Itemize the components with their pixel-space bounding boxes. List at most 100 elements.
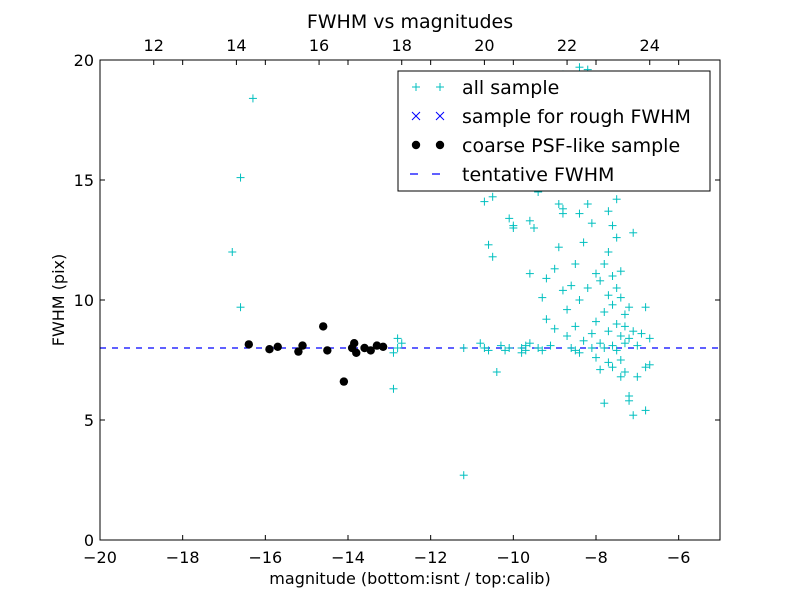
all-sample-point [534, 344, 543, 352]
legend: all sample sample for rough FWHM coarse PS… [397, 70, 711, 192]
all-sample-point [587, 329, 596, 338]
all-sample-point [629, 411, 638, 420]
x-tick-label: −14 [331, 548, 365, 567]
all-sample-point [604, 291, 613, 300]
legend-entry: coarse PSF-like sample [411, 135, 680, 157]
y-tick-label: 20 [74, 51, 94, 70]
all-sample-point [604, 248, 613, 256]
all-sample-point [592, 353, 600, 362]
all-sample-point [612, 195, 621, 204]
all-sample-point [393, 344, 402, 352]
all-sample-point [629, 327, 638, 336]
all-sample-point [248, 94, 257, 103]
all-sample-point [600, 399, 609, 408]
psf-like-point [350, 339, 359, 348]
all-sample-point [393, 334, 402, 343]
all-sample-point [600, 344, 609, 352]
all-sample-point [596, 339, 605, 348]
all-sample-point [530, 224, 538, 232]
legend-entry: tentative FWHM [410, 164, 614, 186]
all-sample-point [484, 240, 493, 249]
y-tick-label: 0 [84, 531, 94, 550]
all-sample-point [641, 303, 650, 312]
all-sample-point [645, 360, 654, 369]
all-sample-point [505, 214, 514, 223]
psf-like-point [352, 348, 361, 357]
all-sample-point [575, 348, 584, 357]
all-sample-point [501, 346, 510, 355]
all-sample-point [637, 329, 646, 338]
all-sample-point [616, 356, 625, 364]
all-sample-point [620, 322, 629, 331]
all-sample-point [575, 63, 584, 72]
all-sample-point [608, 363, 617, 372]
data-marks [228, 63, 654, 480]
all-sample-point [612, 320, 621, 328]
y-tick-label: 10 [74, 291, 94, 310]
all-sample-point [641, 406, 650, 415]
all-sample-point [236, 173, 245, 182]
all-sample-point [505, 344, 514, 352]
all-sample-point [563, 305, 572, 314]
x-tick-label: −8 [584, 548, 608, 567]
all-sample-point [558, 204, 567, 213]
legend-x-marker [411, 111, 421, 121]
all-sample-point [575, 296, 584, 304]
x-axis-label: magnitude (bottom:isnt / top:calib) [269, 569, 550, 588]
all-sample-point [620, 310, 629, 319]
y-tick-label: 5 [84, 411, 94, 430]
top-x-tick-label: 14 [226, 36, 246, 55]
all-sample-point [492, 368, 501, 376]
top-x-tick-label: 16 [309, 36, 329, 55]
all-sample-point [480, 344, 489, 352]
all-sample-point [625, 303, 634, 312]
x-tick-label: −10 [496, 548, 530, 567]
all-sample-point [521, 346, 530, 355]
all-sample-point [571, 260, 580, 268]
all-sample-point [397, 339, 406, 348]
all-sample-point [608, 341, 617, 350]
psf-like-point [339, 377, 349, 386]
psf-like-point [378, 342, 388, 351]
all-sample-point [579, 238, 588, 247]
all-sample-point [542, 274, 551, 283]
all-sample-point [554, 243, 563, 252]
x-tick-label: −20 [83, 548, 117, 567]
all-sample-point [550, 264, 559, 273]
psf-like-point [294, 347, 303, 356]
all-sample-point [554, 200, 563, 208]
legend-label: sample for rough FWHM [462, 106, 691, 128]
all-sample-point [608, 300, 617, 309]
legend-dot-marker [411, 140, 421, 150]
all-sample-point [616, 332, 625, 340]
all-sample-point [459, 344, 468, 352]
x-tick-label: −18 [166, 548, 200, 567]
axes: −20 −18 −16 −14 −12 −10 −8 −6 0 5 10 15 20 12 14 16 18 20… [74, 36, 720, 567]
legend-box [397, 70, 711, 192]
all-sample-point [538, 346, 547, 355]
x-tick-label: −6 [667, 548, 691, 567]
all-sample-point [625, 334, 634, 343]
legend-x-marker [435, 111, 445, 121]
all-sample-point [604, 207, 613, 216]
all-sample-point [542, 315, 551, 324]
psf-like-point [323, 346, 332, 355]
all-sample-point [389, 384, 398, 393]
chart-title: FWHM vs magnitudes [307, 11, 513, 33]
all-sample-point [608, 272, 617, 280]
psf-like-point [319, 322, 328, 331]
all-sample-point [509, 221, 518, 230]
all-sample-point [488, 252, 497, 261]
legend-label: all sample [462, 77, 559, 99]
top-x-tick-label: 22 [557, 36, 577, 55]
all-sample-point [625, 396, 634, 405]
all-sample-point [558, 286, 567, 295]
all-sample-point [600, 308, 609, 316]
legend-entry: all sample [412, 77, 559, 99]
legend-label: tentative FWHM [462, 164, 614, 186]
all-sample-point [608, 221, 617, 230]
legend-label: coarse PSF-like sample [462, 135, 680, 157]
all-sample-point [641, 363, 650, 372]
all-sample-point [633, 341, 642, 350]
all-sample-point [579, 336, 588, 345]
